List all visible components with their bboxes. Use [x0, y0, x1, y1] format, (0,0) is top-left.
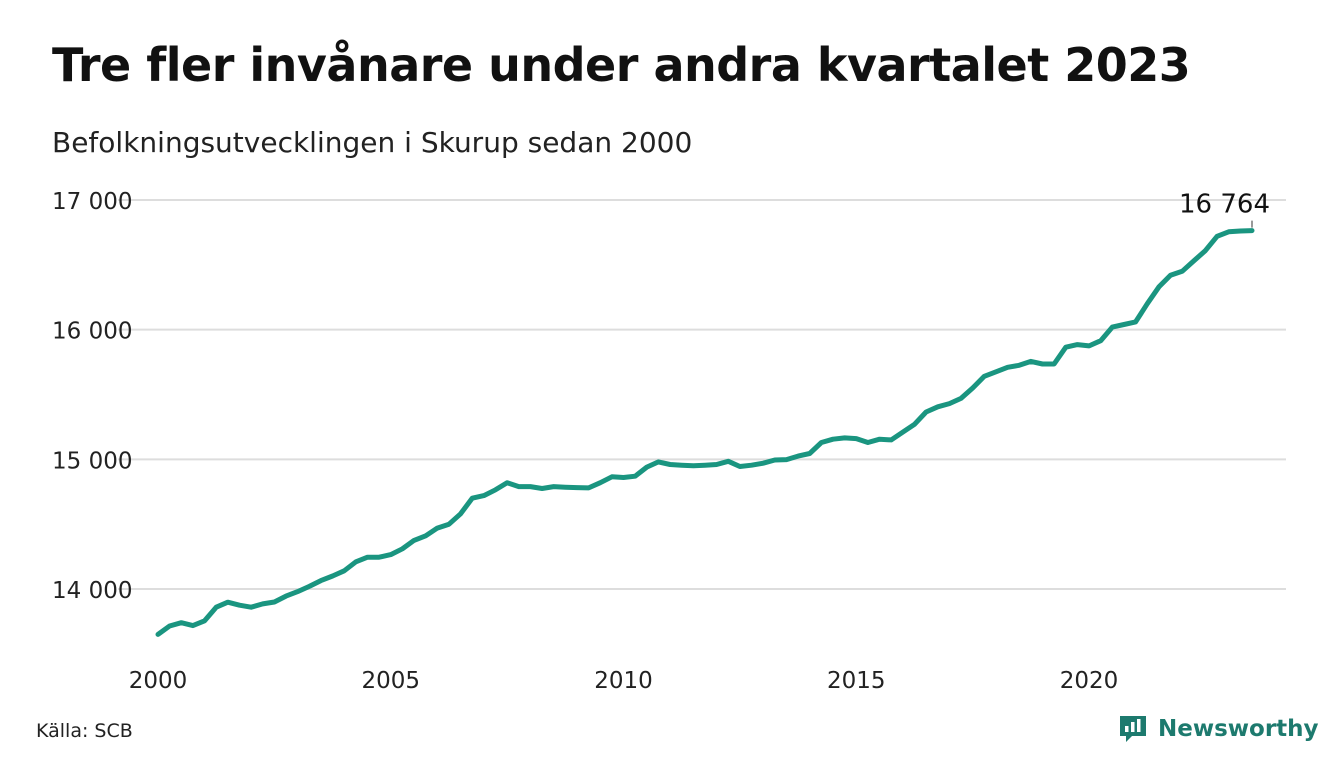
x-tick-label: 2000 [129, 668, 188, 694]
y-tick-label: 15 000 [52, 448, 132, 474]
x-tick-label: 2020 [1060, 668, 1119, 694]
y-tick-label: 17 000 [52, 189, 132, 215]
end-value-label: 16 764 [1179, 190, 1270, 220]
brand-logo: Newsworthy [1118, 714, 1319, 744]
brand-name: Newsworthy [1158, 716, 1319, 742]
annotation-layer: 16 764 [1179, 190, 1270, 228]
newsworthy-icon [1120, 716, 1146, 742]
series-layer [155, 228, 1255, 637]
source-note: Källa: SCB [36, 720, 133, 742]
line-chart: 14 000 15 000 16 000 17 000 2000 2005 2010 201… [52, 189, 1286, 694]
y-tick-label: 14 000 [52, 578, 132, 604]
grid-lines [118, 199, 1286, 590]
x-tick-label: 2005 [361, 668, 420, 694]
x-tick-label: 2015 [827, 668, 886, 694]
x-axis-ticks: 2000 2005 2010 2015 2020 [129, 668, 1119, 694]
series-line [155, 228, 1255, 637]
y-axis-ticks: 14 000 15 000 16 000 17 000 [52, 189, 132, 604]
chart-subtitle: Befolkningsutvecklingen i Skurup sedan 2… [52, 126, 693, 159]
chart-title: Tre fler invånare under andra kvartalet … [52, 38, 1191, 92]
x-tick-label: 2010 [594, 668, 653, 694]
y-tick-label: 16 000 [52, 319, 132, 345]
